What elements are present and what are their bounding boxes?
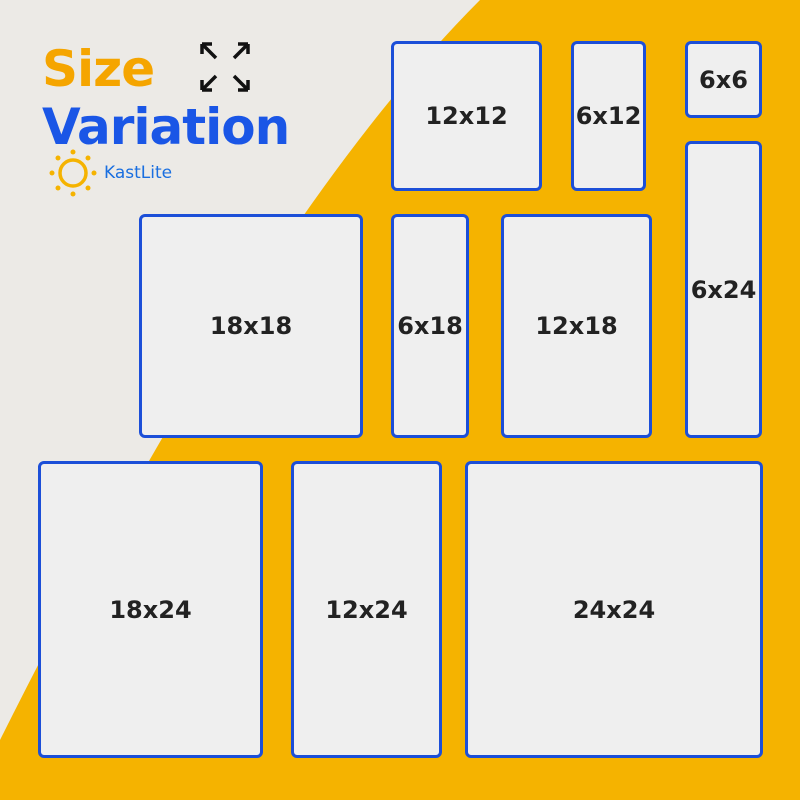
expand-arrows-icon (200, 42, 250, 92)
size-panel-12x24: 12x24 (291, 461, 442, 758)
brand-name: KastLite (104, 163, 173, 183)
size-panel-18x18: 18x18 (139, 214, 363, 438)
size-panel-6x18: 6x18 (391, 214, 469, 438)
size-panel-12x18: 12x18 (501, 214, 652, 438)
brand-logo: KastLite (48, 148, 172, 198)
size-panel-6x6: 6x6 (685, 41, 762, 118)
sun-logo-icon (49, 149, 97, 197)
size-panel-6x24: 6x24 (685, 141, 762, 438)
title-size: Size (42, 40, 155, 98)
size-panel-12x12: 12x12 (391, 41, 542, 191)
size-panel-6x12: 6x12 (571, 41, 646, 191)
size-panel-18x24: 18x24 (38, 461, 263, 758)
title-variation: Variation (42, 98, 290, 156)
size-panel-24x24: 24x24 (465, 461, 763, 758)
